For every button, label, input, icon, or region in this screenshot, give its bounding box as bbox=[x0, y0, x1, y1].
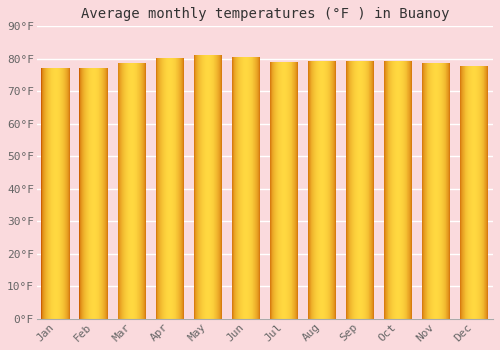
Title: Average monthly temperatures (°F ) in Buanoy: Average monthly temperatures (°F ) in Bu… bbox=[80, 7, 449, 21]
